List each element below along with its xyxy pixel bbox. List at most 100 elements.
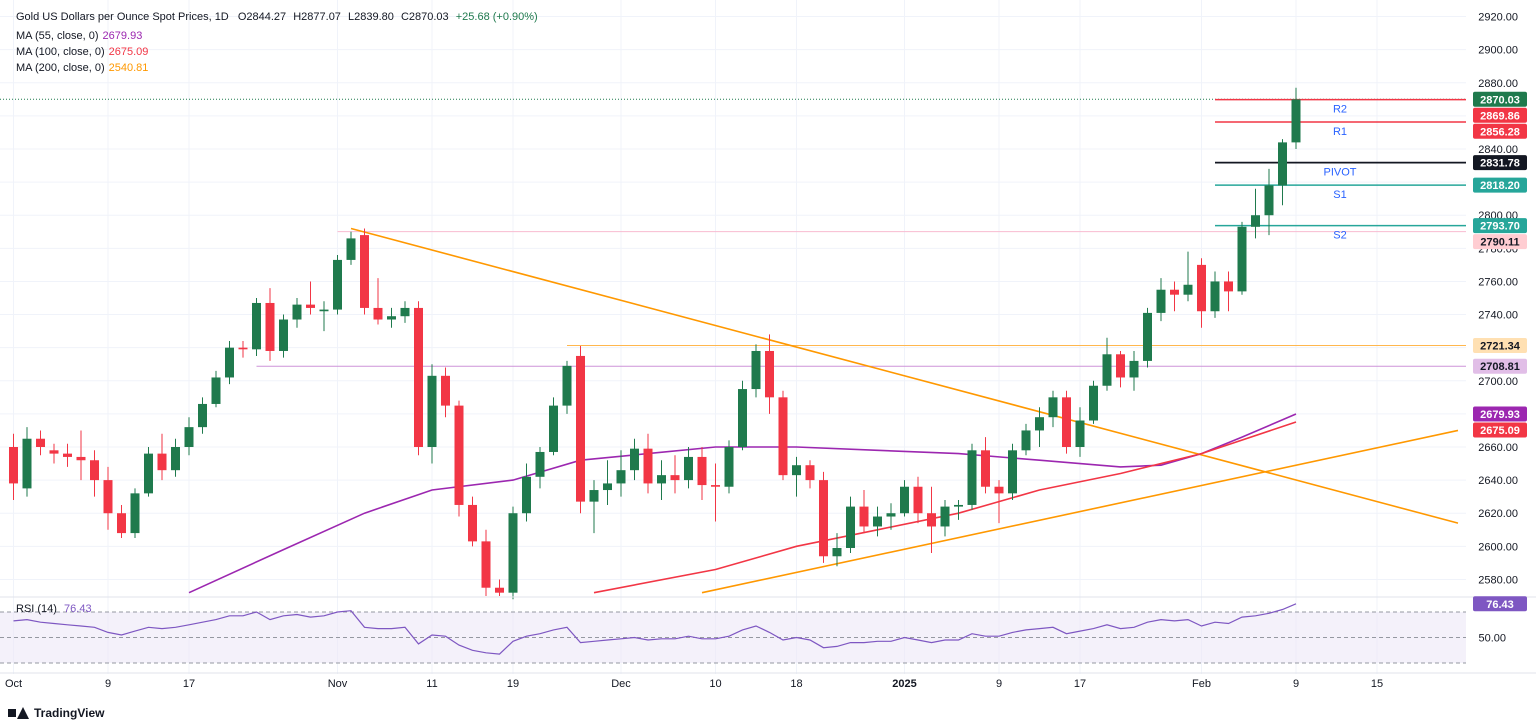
candle-body [1089, 385, 1098, 421]
candle-body [117, 513, 126, 534]
candle-body [252, 302, 261, 350]
x-tick-label: Oct [5, 678, 22, 690]
candle-body [225, 347, 234, 378]
candle-body [1008, 450, 1017, 494]
ma55-legend[interactable]: MA (55, close, 0) 2679.93 [16, 30, 142, 42]
y-tick-label: 2900.00 [1478, 45, 1518, 57]
ma200-legend[interactable]: MA (200, close, 0) 2540.81 [16, 62, 148, 74]
candle-body [616, 470, 626, 484]
candle-body [265, 302, 275, 351]
candle-body [657, 475, 666, 484]
rsi-legend[interactable]: RSI (14) 76.43 [16, 603, 92, 615]
candle-body [697, 456, 707, 486]
ohlc-open: O2844.27 [237, 11, 287, 23]
price-badge-2870-03-bg [1473, 91, 1527, 107]
y-tick-label: 2760.00 [1478, 276, 1518, 288]
x-tick-label: 18 [790, 678, 802, 690]
candle-body [1251, 215, 1260, 227]
candle-body [508, 513, 518, 593]
price-badge-2790-11-bg [1473, 234, 1527, 250]
x-tick-label: 2025 [892, 678, 916, 690]
candle-body [36, 438, 45, 447]
symbol-legend: Gold US Dollars per Ounce Spot Prices, 1… [16, 11, 538, 23]
pivot-name-r2: R2 [1333, 104, 1347, 116]
x-tick-label: 9 [105, 678, 111, 690]
candle-body [684, 456, 693, 481]
price-badge-2870-03: 2870.03 [1480, 94, 1520, 106]
candle-body [9, 447, 18, 484]
candle-body [319, 309, 329, 312]
price-badge-2869-86: 2869.86 [1480, 110, 1520, 122]
candle-body [1183, 284, 1193, 295]
candle-body [873, 516, 882, 527]
rsi-line [13, 603, 1297, 655]
y-tick-label: 2600.00 [1478, 541, 1518, 553]
candle-body [468, 504, 477, 542]
candle-body [832, 547, 842, 557]
candle-body [859, 506, 869, 527]
trendline-0 [350, 227, 1459, 524]
rsi-value: 76.43 [64, 603, 92, 615]
ma55-line [188, 413, 1297, 594]
ma55-label: MA (55, close, 0) [16, 30, 99, 42]
candle-body [454, 405, 464, 505]
candle-body [346, 238, 356, 260]
price-badge-2793-70: 2793.70 [1480, 221, 1520, 233]
x-tick-label: 17 [183, 678, 195, 690]
candle-body [414, 307, 423, 447]
x-tick-label: 15 [1371, 678, 1383, 690]
price-badge-2679-93: 2679.93 [1480, 409, 1520, 421]
rsi-tick-label: 50.00 [1478, 633, 1506, 645]
candle-body [535, 451, 545, 477]
x-tick-label: 10 [709, 678, 721, 690]
price-badge-2818-20: 2818.20 [1480, 180, 1520, 192]
candle-body [1210, 281, 1220, 312]
ohlc-low: L2839.80 [348, 11, 394, 23]
y-tick-label: 2740.00 [1478, 310, 1518, 322]
pivot-name-pivot: PIVOT [1323, 167, 1356, 179]
tradingview-logo-icon [8, 707, 29, 719]
ohlc-high: H2877.07 [293, 11, 341, 23]
candle-body [144, 453, 153, 494]
candle-body [846, 506, 855, 548]
symbol-title: Gold US Dollars per Ounce Spot Prices, 1… [16, 11, 229, 23]
ma100-label: MA (100, close, 0) [16, 46, 105, 58]
y-tick-label: 2580.00 [1478, 574, 1518, 586]
candle-body [778, 397, 788, 476]
y-tick-label: 2700.00 [1478, 376, 1518, 388]
y-tick-label: 2840.00 [1478, 144, 1518, 156]
x-tick-label: Feb [1192, 678, 1211, 690]
price-badge-2818-20-bg [1473, 177, 1527, 193]
x-tick-label: 19 [507, 678, 519, 690]
candle-body [1129, 360, 1139, 378]
candle-body [927, 513, 936, 527]
candle-body [724, 447, 734, 487]
candle-body [76, 456, 86, 461]
candle-body [400, 307, 410, 317]
ma100-legend[interactable]: MA (100, close, 0) 2675.09 [16, 46, 148, 58]
candle-body [373, 307, 383, 320]
candle-body [495, 587, 504, 593]
candle-body [819, 480, 828, 557]
ohlc-change: +25.68 (+0.90%) [455, 11, 538, 23]
x-tick-label: 9 [996, 678, 1002, 690]
tradingview-footer[interactable]: TradingView [8, 706, 104, 720]
price-badge-2721-34: 2721.34 [1480, 340, 1521, 352]
candle-body [589, 490, 599, 502]
price-badge-2831-78-bg [1473, 155, 1527, 171]
x-tick-label: Nov [328, 678, 348, 690]
candle-body [981, 450, 990, 487]
candle-body [387, 316, 396, 320]
price-badge-2856-28-bg [1473, 123, 1527, 139]
candle-body [792, 465, 801, 476]
candle-body [184, 427, 194, 447]
candle-body [238, 347, 248, 350]
candle-body [279, 319, 288, 351]
candle-body [211, 377, 221, 404]
ohlc-close: C2870.03 [400, 11, 449, 23]
candle-body [360, 235, 369, 308]
candle-body [940, 506, 950, 527]
candle-body [1264, 185, 1274, 216]
price-badge-2708-81-bg [1473, 358, 1527, 374]
